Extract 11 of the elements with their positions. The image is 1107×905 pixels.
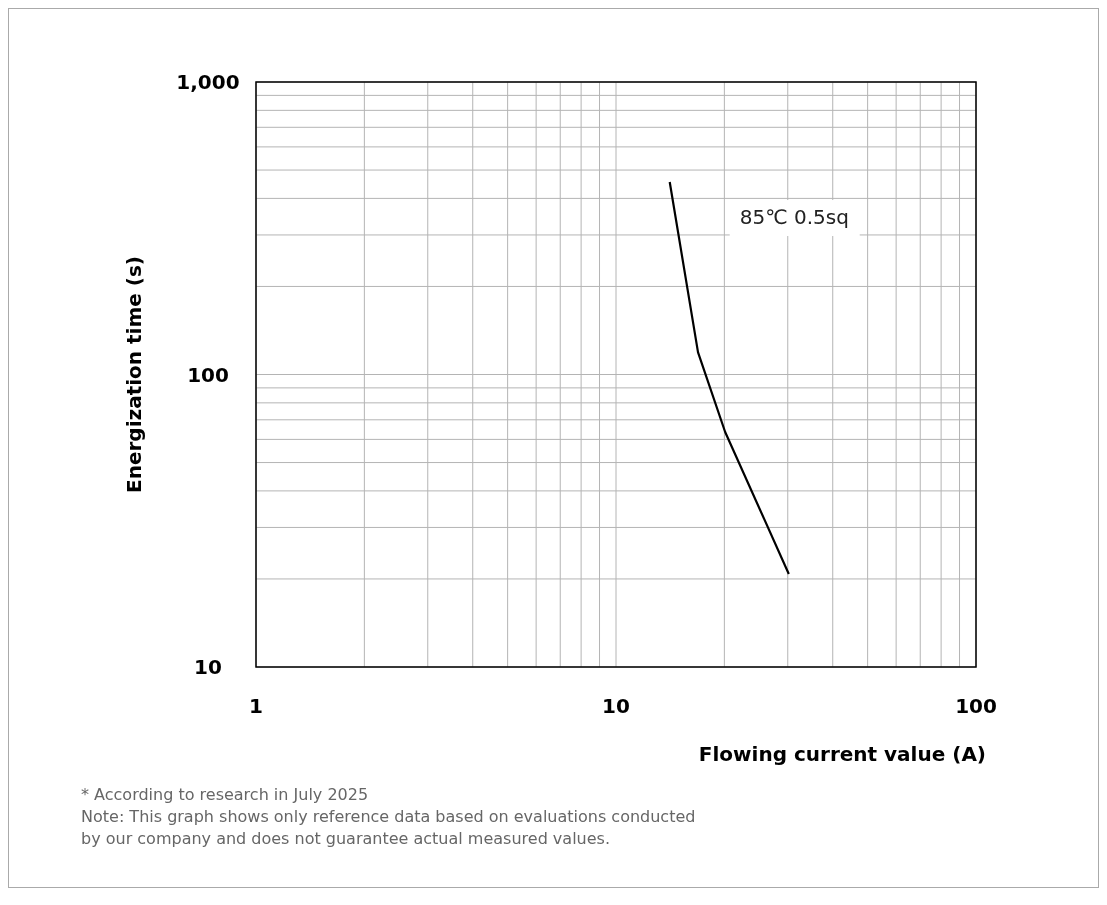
y-tick-label: 10 <box>194 655 222 679</box>
text: 85℃ 0.5sq <box>739 205 849 230</box>
text: * According to research in July 2025 <box>81 785 369 804</box>
y-axis-title: Energization time (s) <box>122 256 146 493</box>
y-tick-label: 100 <box>187 362 229 387</box>
x-tick-label: 100 <box>955 694 997 718</box>
x-axis-title: Flowing current value (A) <box>698 742 986 766</box>
x-tick-label: 10 <box>602 694 630 718</box>
x-tick-label: 1 <box>249 694 263 718</box>
text: Note: This graph shows only reference data based on evaluations conducted by our company and does not guarantee actual measured values. <box>81 807 696 848</box>
y-tick-label: 1,000 <box>176 70 240 94</box>
